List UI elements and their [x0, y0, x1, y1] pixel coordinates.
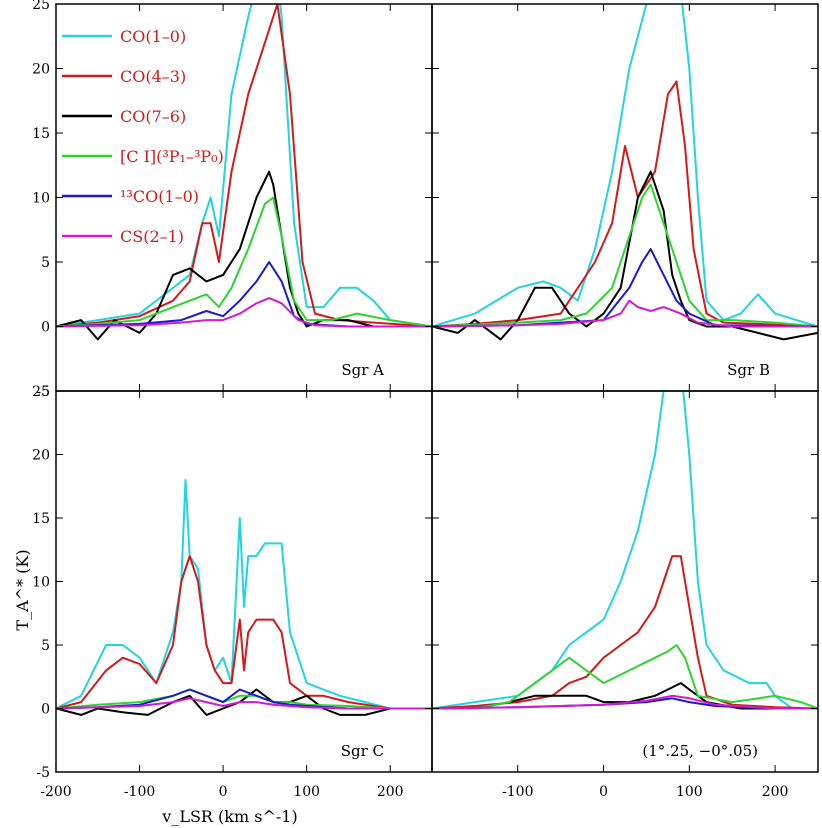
series-line-3-3 — [432, 644, 818, 710]
y-tick-label: 0 — [41, 320, 50, 336]
series-line-0-0 — [56, 4, 432, 328]
legend-label-2: CO(7–6) — [120, 107, 186, 126]
panel-1-series — [432, 4, 818, 341]
y-tick-label: 15 — [32, 511, 50, 527]
legend: CO(1–0) CO(4–3) CO(7–6) [C I](³P₁–³P₀) ¹³CO(… — [62, 27, 224, 246]
legend-label-1: CO(4–3) — [120, 67, 186, 86]
series-line-0-4 — [56, 261, 432, 328]
x-tick-label: 0 — [599, 784, 608, 800]
x-tick-label: -100 — [502, 784, 533, 800]
y-axis-title: T_A^* (K) — [13, 549, 32, 630]
series-line-1-0 — [432, 4, 818, 328]
y-tick-label: 5 — [41, 255, 50, 271]
y-tick-label: 25 — [32, 384, 50, 400]
series-line-0-1 — [56, 4, 432, 328]
y-tick-label: 20 — [32, 448, 50, 464]
panel-3: -100 0 100 200 (1°.25, −0°.05) — [431, 390, 819, 800]
panel-label-3: (1°.25, −0°.05) — [642, 742, 758, 760]
x-tick-label: 200 — [762, 784, 789, 800]
series-line-3-0 — [432, 391, 818, 710]
series-line-2-1 — [56, 555, 432, 710]
axes-labels-layer: T_A^* (K) v_LSR (km s^-1) — [13, 549, 298, 826]
panel-0-series — [56, 4, 432, 341]
legend-label-5: CS(2–1) — [120, 227, 184, 246]
panel-frame-0 — [55, 3, 433, 392]
x-tick-label: 0 — [219, 784, 228, 800]
series-line-2-3 — [56, 688, 432, 710]
series-line-2-0 — [56, 478, 432, 710]
panel-2: -200 -100 0 100 200 -5 0 5 10 15 20 25 Sgr C — [32, 384, 433, 800]
x-tick-label: 200 — [377, 784, 404, 800]
x-axis-title: v_LSR (km s^-1) — [161, 807, 297, 826]
x-tick-label: 100 — [293, 784, 320, 800]
y-tick-label: 25 — [32, 0, 50, 13]
series-line-1-2 — [432, 170, 818, 341]
legend-label-0: CO(1–0) — [120, 27, 186, 46]
y-tick-label: 15 — [32, 126, 50, 142]
y-tick-label: -5 — [36, 384, 50, 400]
legend-label-3: [C I](³P₁–³P₀) — [120, 147, 224, 166]
panel-label-1: Sgr B — [727, 361, 770, 379]
series-line-3-1 — [432, 555, 818, 710]
panel-frame-2 — [55, 390, 433, 773]
panel-0: -5 0 5 10 15 20 25 Sgr A — [32, 0, 433, 400]
panel-1: Sgr B — [431, 3, 819, 392]
y-tick-label: 10 — [32, 191, 50, 207]
x-tick-label: 100 — [676, 784, 703, 800]
series-line-0-2 — [56, 170, 432, 341]
y-tick-label: 20 — [32, 62, 50, 78]
series-line-1-1 — [432, 80, 818, 328]
y-tick-label: 0 — [41, 702, 50, 718]
legend-label-4: ¹³CO(1–0) — [120, 187, 199, 206]
panel-2-series — [56, 478, 432, 716]
y-tick-label: 5 — [41, 638, 50, 654]
series-line-1-4 — [432, 248, 818, 328]
y-tick-label: -5 — [36, 765, 50, 781]
y-tick-label: 10 — [32, 575, 50, 591]
panel-label-0: Sgr A — [341, 361, 384, 379]
panel-label-2: Sgr C — [341, 742, 384, 760]
panel-frame-3 — [431, 390, 819, 773]
panel-3-series — [432, 391, 818, 710]
series-line-2-4 — [56, 688, 432, 710]
x-tick-label: -200 — [40, 784, 71, 800]
series-line-0-5 — [56, 297, 432, 328]
series-line-2-5 — [56, 697, 432, 710]
series-line-1-5 — [432, 299, 818, 328]
x-tick-label: -100 — [124, 784, 155, 800]
series-line-3-5 — [432, 694, 818, 710]
series-line-1-3 — [432, 183, 818, 328]
series-line-0-3 — [56, 196, 432, 328]
